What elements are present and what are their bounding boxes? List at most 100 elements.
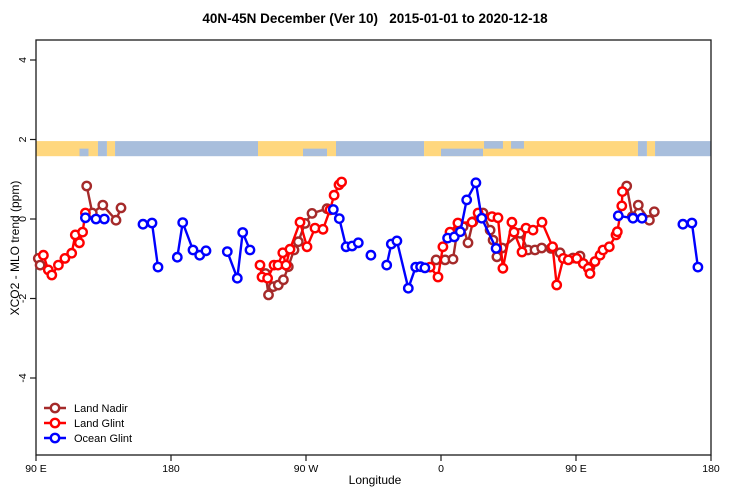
x-tick-label: 0 [438, 463, 444, 475]
data-point [280, 259, 292, 271]
data-point [616, 200, 628, 212]
y-tick-label: 2 [17, 136, 29, 142]
map-strip-ocean-patch [511, 141, 524, 149]
data-point [80, 212, 91, 224]
data-point [177, 217, 189, 229]
data-point [692, 261, 704, 273]
data-point [632, 199, 644, 211]
series-land-nadir [32, 180, 660, 301]
data-point [327, 204, 339, 215]
chart-title: 40N-45N December (Ver 10) 2015-01-01 to … [202, 11, 548, 26]
legend-item-label: Land Nadir [74, 403, 128, 415]
map-strip-ocean-segment [336, 141, 425, 157]
data-point [677, 218, 689, 230]
series-segment-line [258, 180, 343, 280]
data-point [365, 249, 377, 261]
data-point [381, 259, 393, 271]
data-point [328, 189, 340, 201]
data-point [627, 212, 639, 224]
legend-item-label: Ocean Glint [74, 433, 132, 445]
data-point [34, 259, 46, 271]
data-point [244, 244, 256, 256]
data-point [152, 261, 164, 273]
data-point [333, 213, 345, 225]
data-point [461, 194, 473, 206]
data-point [491, 251, 503, 263]
data-point [110, 214, 122, 226]
data-point [611, 226, 623, 238]
data-point [352, 237, 364, 249]
data-point [146, 217, 158, 229]
data-point [432, 271, 444, 283]
legend-item-label: Land Glint [74, 418, 124, 430]
data-point [447, 253, 459, 265]
data-point [97, 199, 109, 211]
data-point [476, 212, 488, 224]
map-strip-ocean-segment [637, 141, 647, 157]
data-point [263, 289, 274, 301]
series-segment-line [141, 221, 160, 269]
map-strip-land-segment [106, 141, 116, 157]
legend-point-marker [49, 432, 61, 444]
data-point [648, 206, 660, 218]
data-point [506, 216, 518, 228]
map-strip-ocean-segment [97, 141, 107, 157]
data-point [617, 186, 628, 198]
data-point [284, 243, 296, 255]
data-point [317, 223, 329, 235]
map-strip-ocean-patch [303, 148, 327, 157]
data-point [115, 202, 127, 214]
data-point [200, 245, 212, 257]
data-point [254, 259, 266, 271]
legend: Land Nadir Land Glint Ocean Glint [44, 402, 132, 445]
x-tick-label: 90 W [294, 463, 319, 475]
data-point [77, 226, 89, 238]
data-point [402, 282, 414, 294]
x-tick-label: 90 E [25, 463, 47, 475]
data-point [527, 224, 539, 236]
data-point [462, 237, 474, 249]
map-strip-land-segment [646, 141, 656, 157]
data-point [294, 216, 306, 228]
data-point [81, 180, 93, 192]
data-point [470, 177, 482, 189]
x-tick-label: 90 E [565, 463, 587, 475]
map-strip-ocean-segment [655, 141, 711, 157]
data-point [551, 279, 563, 291]
map-strip-ocean-patch [441, 148, 483, 157]
data-point [419, 262, 431, 274]
data-point [53, 259, 64, 271]
data-point [292, 236, 304, 248]
data-point [516, 246, 528, 258]
data-point [336, 176, 347, 188]
legend-point-marker [49, 402, 61, 414]
data-point [686, 217, 698, 229]
data-point [612, 210, 624, 222]
data-point [603, 241, 615, 253]
series-ocean-glint [80, 177, 704, 294]
data-point [490, 242, 502, 254]
y-tick-label: -4 [17, 373, 29, 382]
x-tick-label: 180 [162, 463, 180, 475]
data-point [497, 262, 509, 274]
data-point [454, 226, 466, 238]
data-point [262, 272, 273, 284]
y-tick-label: 4 [17, 57, 29, 63]
y-tick-label: -2 [17, 294, 29, 303]
data-point [137, 218, 149, 230]
series-land-glint [38, 176, 628, 291]
data-point [221, 246, 233, 258]
y-tick-label: 0 [17, 216, 29, 222]
data-point [306, 207, 318, 219]
data-point [171, 251, 183, 263]
data-point [508, 226, 520, 238]
map-strip-land-segment [36, 141, 98, 157]
data-point [536, 216, 548, 228]
map-strip-ocean-patch [79, 148, 89, 157]
data-point [66, 247, 78, 259]
data-point [562, 254, 574, 266]
data-point [98, 213, 110, 225]
map-strip-ocean-patch [484, 141, 503, 149]
